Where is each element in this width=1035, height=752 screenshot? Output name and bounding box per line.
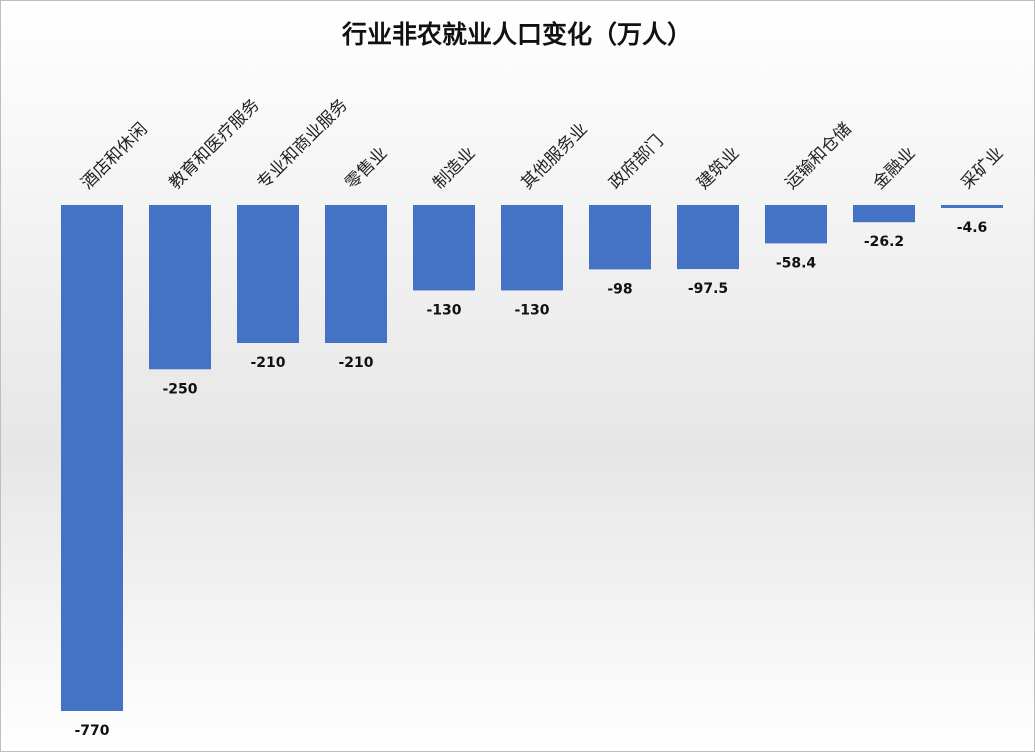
value-label: -130 [514, 302, 549, 318]
bar [413, 205, 475, 291]
bar [149, 205, 211, 370]
bar [765, 205, 827, 244]
bar [325, 205, 387, 343]
bar [61, 205, 123, 711]
value-label: -250 [162, 381, 197, 397]
bar [677, 205, 739, 270]
value-label: -770 [74, 723, 109, 739]
bar [941, 205, 1003, 209]
value-label: -210 [338, 355, 373, 371]
bar [853, 205, 915, 223]
bar [501, 205, 563, 291]
bar [237, 205, 299, 343]
value-label: -58.4 [776, 255, 817, 271]
value-label: -210 [250, 355, 285, 371]
chart-title: 行业非农就业人口变化（万人） [341, 20, 692, 49]
value-label: -98 [607, 281, 632, 297]
value-label: -4.6 [957, 220, 988, 236]
value-label: -97.5 [688, 281, 728, 297]
value-label: -130 [426, 302, 461, 318]
bar [589, 205, 651, 270]
value-label: -26.2 [864, 234, 904, 250]
